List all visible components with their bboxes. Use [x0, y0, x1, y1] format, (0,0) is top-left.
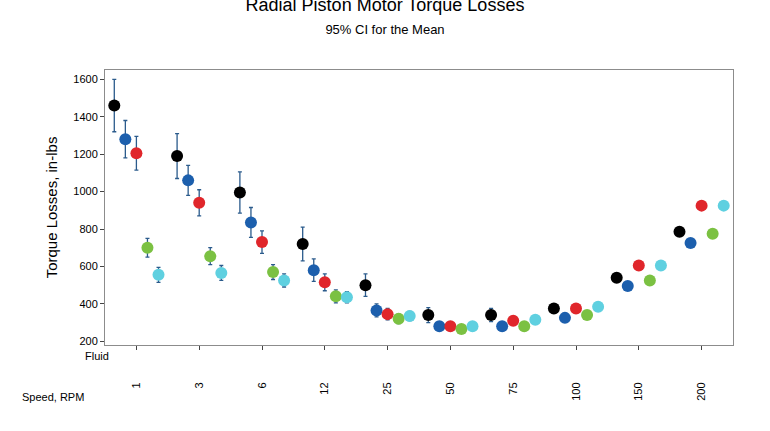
svg-text:400: 400 — [79, 298, 97, 310]
svg-text:Speed, RPM: Speed, RPM — [22, 391, 84, 403]
svg-text:1600: 1600 — [73, 73, 97, 85]
svg-text:25: 25 — [381, 382, 393, 394]
svg-text:100: 100 — [570, 382, 582, 400]
svg-text:1400: 1400 — [73, 111, 97, 123]
svg-text:1: 1 — [130, 382, 142, 388]
svg-text:200: 200 — [695, 382, 707, 400]
svg-text:Radial Piston Motor Torque Los: Radial Piston Motor Torque Losses95% CI … — [246, 0, 525, 37]
svg-text:800: 800 — [79, 223, 97, 235]
svg-text:150: 150 — [632, 382, 644, 400]
svg-text:200: 200 — [79, 335, 97, 347]
svg-text:1200: 1200 — [73, 148, 97, 160]
svg-text:1000: 1000 — [73, 185, 97, 197]
svg-text:6: 6 — [256, 382, 268, 388]
svg-text:50: 50 — [444, 382, 456, 394]
svg-text:Torque Losses, in-lbs: Torque Losses, in-lbs — [43, 137, 60, 279]
svg-text:3: 3 — [193, 382, 205, 388]
svg-text:600: 600 — [79, 260, 97, 272]
svg-text:12: 12 — [318, 382, 330, 394]
svg-text:75: 75 — [507, 382, 519, 394]
svg-text:Fluid: Fluid — [85, 350, 109, 362]
